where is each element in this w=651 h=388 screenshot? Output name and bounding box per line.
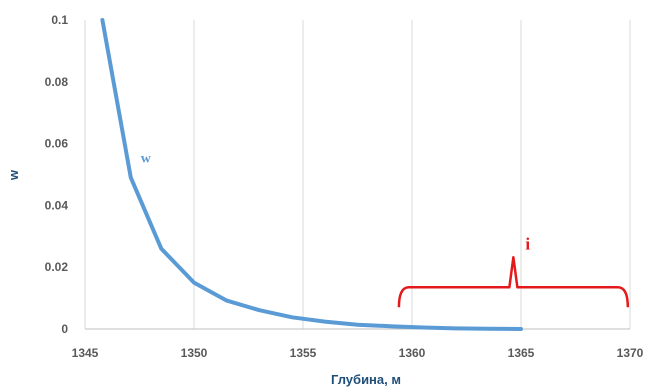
y-axis-title: w [6,169,21,181]
x-tick-label-5: 1370 [617,346,644,360]
y-tick-label-0: 0 [61,322,68,336]
y-tick-label-4: 0.08 [45,75,69,89]
x-tick-label-0: 1345 [72,346,99,360]
bracket-0 [397,256,630,308]
grid [84,20,631,329]
series-label-0: w [141,152,152,167]
y-tick-label-5: 0.1 [51,13,68,27]
annotation-layer: i [397,234,630,308]
x-axis: 1345 1350 1355 1360 1365 1370 [72,346,644,360]
series-layer: w [100,18,523,331]
y-axis: 0 0.02 0.04 0.06 0.08 0.1 [45,13,69,336]
y-tick-label-2: 0.04 [45,198,69,212]
x-tick-label-1: 1350 [181,346,208,360]
x-axis-title: Глубина, м [331,372,401,387]
y-tick-label-1: 0.02 [45,260,69,274]
x-tick-label-2: 1355 [290,346,317,360]
x-tick-label-3: 1360 [399,346,426,360]
x-tick-label-4: 1365 [508,346,535,360]
y-tick-label-3: 0.06 [45,137,69,151]
series-line-0 [100,18,523,331]
bracket-label-0: i [525,234,530,253]
